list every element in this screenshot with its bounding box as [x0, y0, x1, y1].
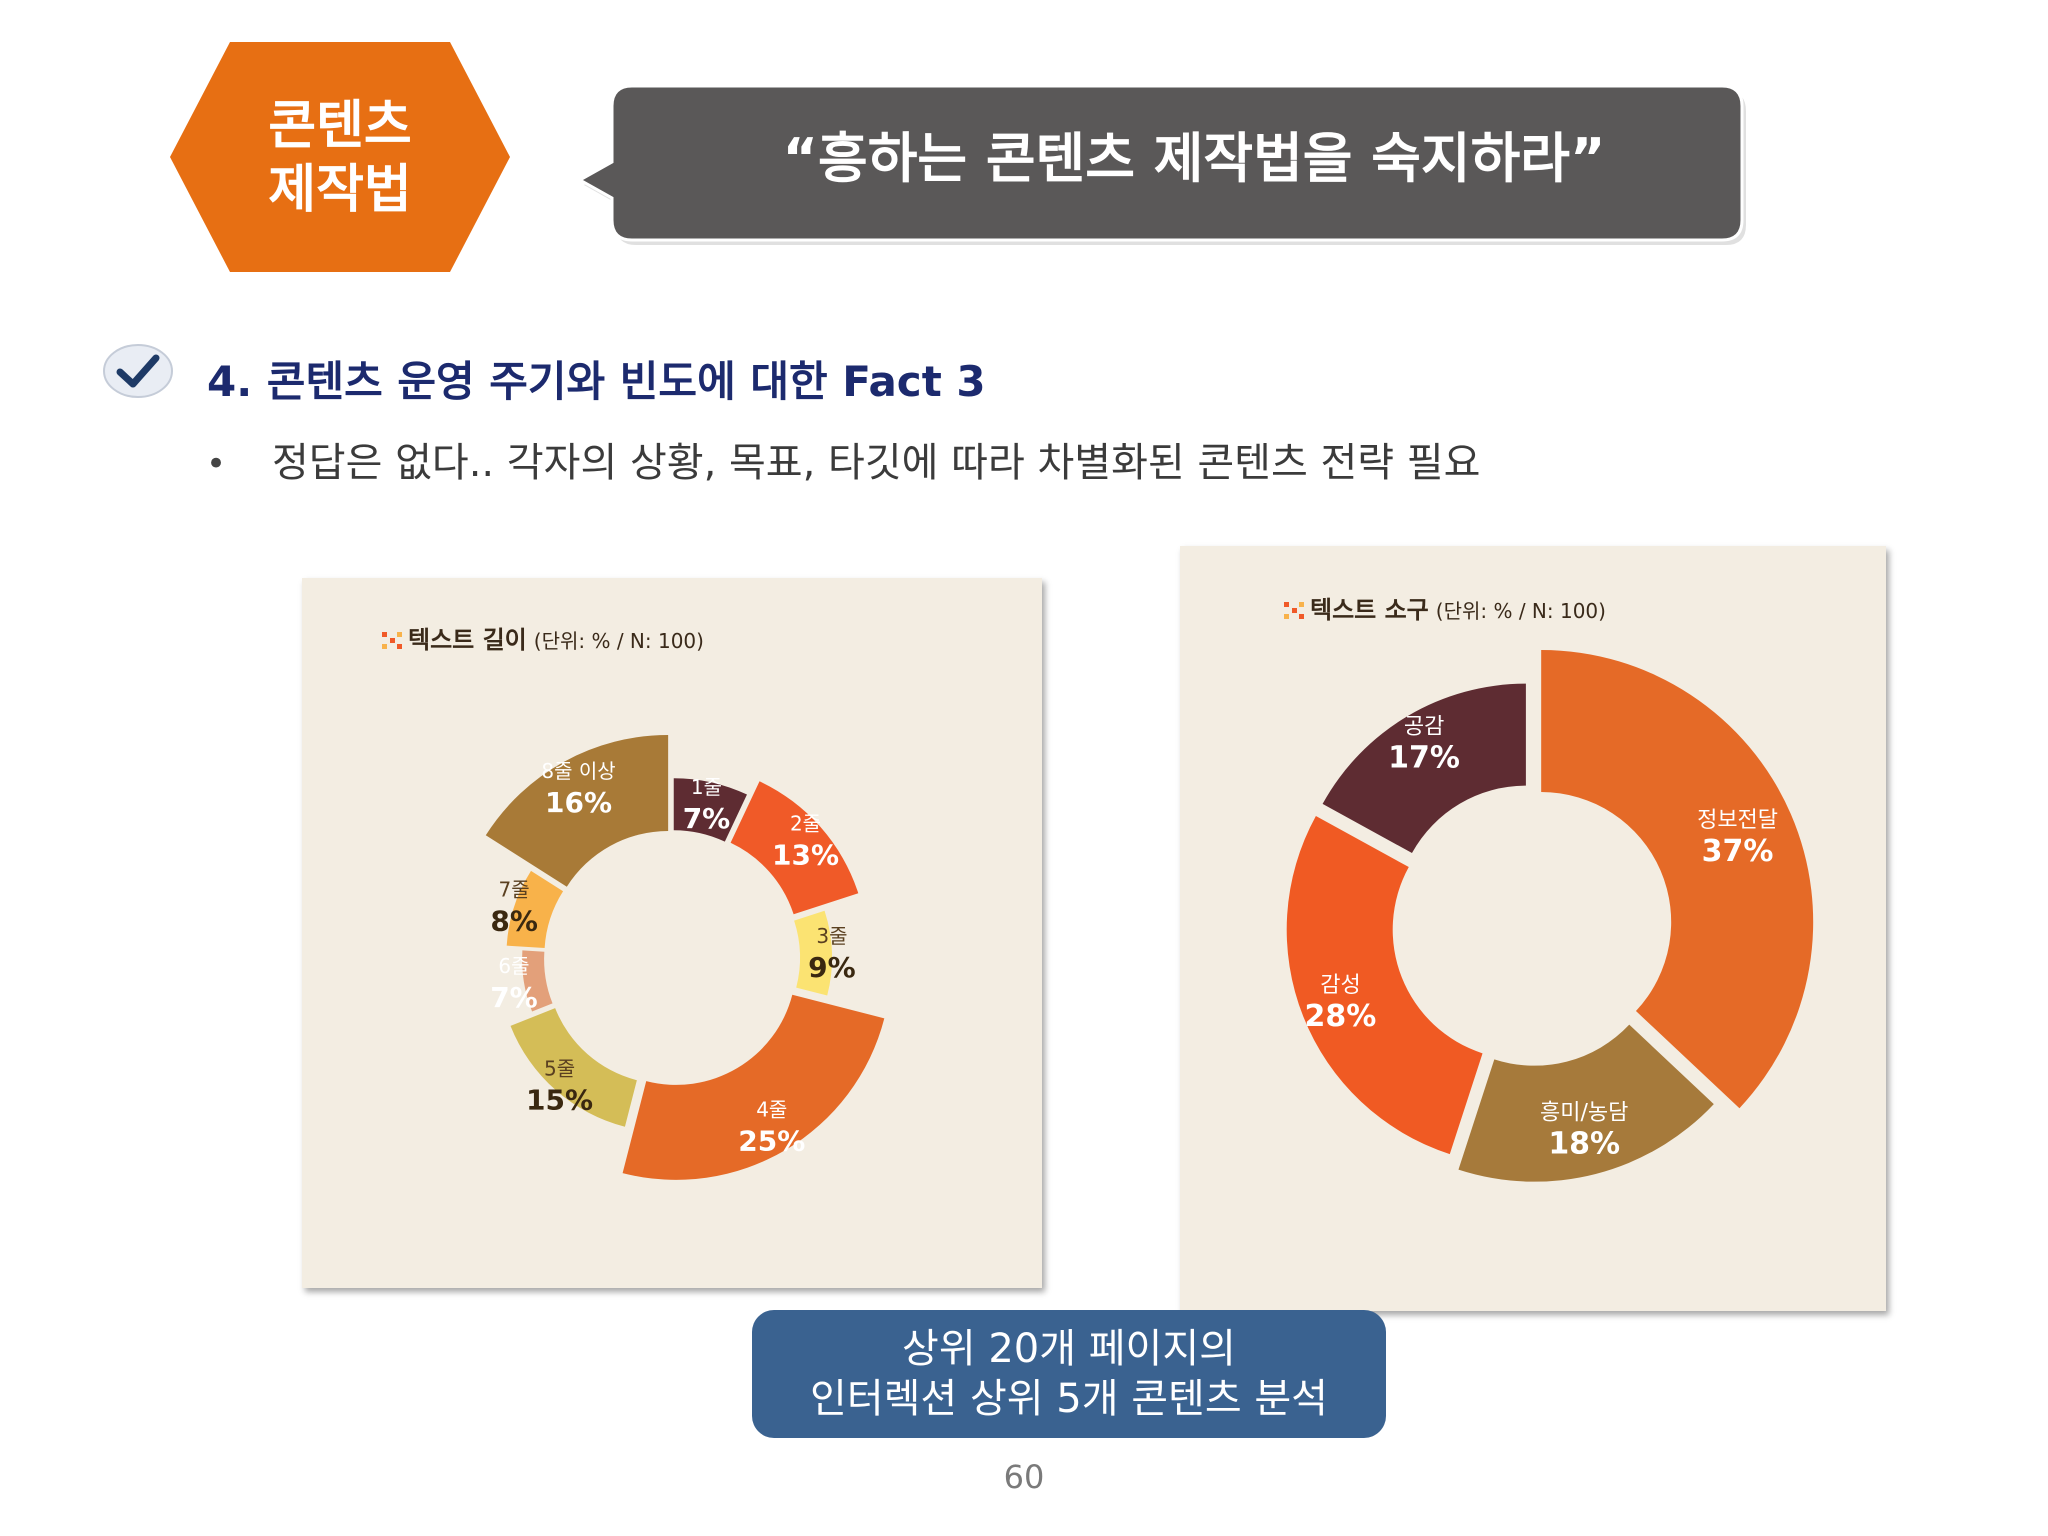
chart1-slice-6 [506, 870, 564, 948]
chart-panel-text-length: 텍스트 길이 (단위: % / N: 100) 1줄 7% 2줄 13% 3줄 9% 4줄 2… [302, 578, 1042, 1288]
chart1-slice-0 [673, 778, 747, 842]
chart1-category-label-6: 7줄 [499, 878, 530, 902]
chart1-category-label-3: 4줄 [756, 1098, 787, 1122]
chart2-category-label-0: 정보전달 [1697, 808, 1778, 833]
chart2-subtitle: (단위: % / N: 100) [1435, 599, 1606, 623]
chart2-value-label-3: 17% [1388, 741, 1460, 776]
chart1-value-label-7: 16% [545, 786, 612, 819]
chart1-category-label-7: 8줄 이상 [541, 759, 615, 783]
chart2-value-label-2: 28% [1305, 999, 1377, 1034]
badge-hexagon [170, 42, 510, 272]
summary-box: 상위 20개 페이지의 인터렉션 상위 5개 콘텐츠 분석 [752, 1310, 1386, 1438]
chart1-category-label-5: 6줄 [498, 954, 529, 978]
chart1-value-label-0: 7% [683, 802, 731, 835]
chart2-category-label-3: 공감 [1404, 715, 1444, 740]
chart1-value-label-6: 8% [490, 905, 538, 938]
chart1-slice-3 [622, 994, 885, 1180]
chart1-value-label-1: 13% [772, 838, 839, 871]
chart1-slice-2 [794, 910, 832, 996]
chart1-category-label-4: 5줄 [544, 1057, 575, 1081]
dots-icon [382, 631, 402, 649]
chart1-value-label-2: 9% [808, 951, 856, 984]
headline-bubble: “흥하는 콘텐츠 제작법을 숙지하라” [576, 80, 1774, 245]
chart2-title-row: 텍스트 소구 (단위: % / N: 100) [1284, 590, 1606, 625]
chart1-value-label-3: 25% [738, 1125, 805, 1158]
topic-badge: 콘텐츠 제작법 [170, 42, 510, 272]
summary-line1: 상위 20개 페이지의 [902, 1326, 1236, 1372]
summary-line2: 인터렉션 상위 5개 콘텐츠 분석 [810, 1376, 1328, 1422]
chart1-value-label-4: 15% [526, 1084, 593, 1117]
badge-line2: 제작법 [268, 160, 412, 220]
chart1-title: 텍스트 길이 [408, 626, 527, 654]
badge-line1: 콘텐츠 [268, 96, 412, 156]
chart2-slice-1 [1458, 1024, 1714, 1182]
chart1-category-label-1: 2줄 [790, 811, 821, 835]
chart2-value-label-0: 37% [1702, 834, 1774, 869]
chart-panel-text-appeal: 텍스트 소구 (단위: % / N: 100) 정보전달 37% 흥미/농담 18% 감… [1180, 546, 1886, 1311]
section-title: 4. 콘텐츠 운영 주기와 빈도에 대한 Fact 3 [207, 357, 986, 406]
check-icon [102, 342, 174, 404]
chart2-slice-3 [1322, 683, 1526, 854]
page-number: 60 [1003, 1458, 1045, 1496]
chart1-slice-7 [485, 734, 669, 887]
chart1-value-label-5: 7% [490, 981, 538, 1014]
chart2-slice-2 [1286, 815, 1483, 1155]
chart1-title-row: 텍스트 길이 (단위: % / N: 100) [382, 620, 704, 655]
section-bullet: 정답은 없다.. 각자의 상황, 목표, 타깃에 따라 차별화된 콘텐츠 전략 … [272, 440, 1481, 486]
chart2-slice-0 [1541, 650, 1814, 1109]
chart2-value-label-1: 18% [1548, 1126, 1620, 1161]
chart2-title: 텍스트 소구 [1310, 596, 1429, 624]
chart1-slice-4 [510, 1008, 637, 1127]
headline-text: “흥하는 콘텐츠 제작법을 숙지하라” [782, 127, 1606, 190]
chart2-category-label-2: 감성 [1320, 973, 1360, 998]
chart1-category-label-0: 1줄 [691, 775, 722, 799]
chart1-slice-1 [730, 781, 859, 915]
chart1-slice-5 [522, 950, 553, 1012]
chart1-subtitle: (단위: % / N: 100) [533, 629, 704, 653]
chart1-donut: 1줄 7% 2줄 13% 3줄 9% 4줄 25% 5줄 15% 6줄 7% 7줄 8% 8줄 이상 16% [485, 734, 885, 1180]
chart2-category-label-1: 흥미/농담 [1540, 1100, 1628, 1125]
badge-text: 콘텐츠 제작법 [170, 94, 510, 222]
bullet-dot: • [206, 444, 227, 484]
chart1-category-label-2: 3줄 [816, 924, 847, 948]
bubble-shape [576, 84, 1746, 245]
dots-icon [1284, 601, 1304, 619]
